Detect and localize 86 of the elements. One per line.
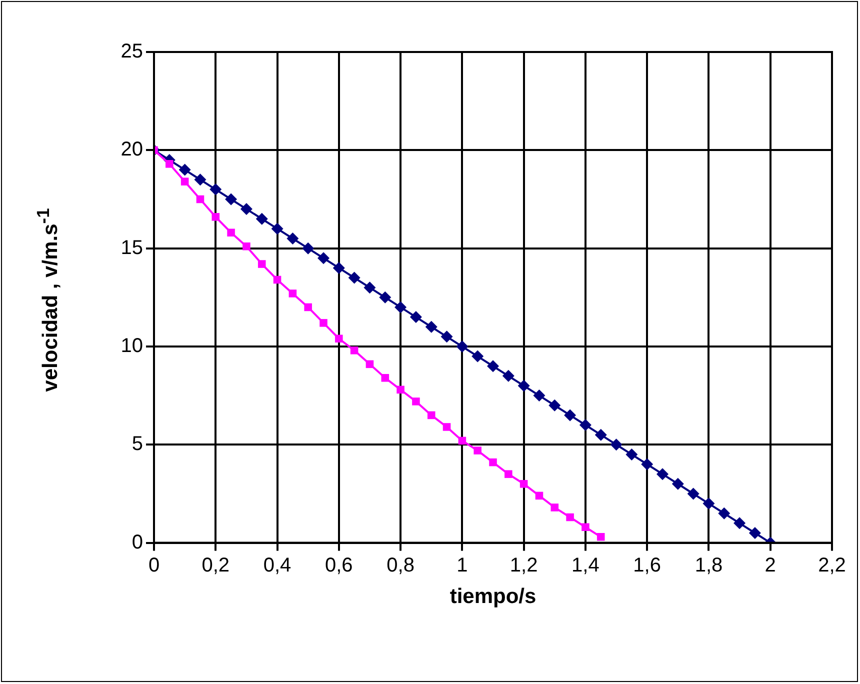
x-tick-label: 1,2 <box>510 554 538 576</box>
y-tick-label: 20 <box>120 138 143 161</box>
point <box>394 301 407 314</box>
x-tick-label: 1,4 <box>572 554 600 576</box>
x-tick-label: 0 <box>148 554 160 576</box>
point <box>489 458 497 466</box>
point <box>180 178 189 186</box>
point <box>582 523 590 531</box>
point <box>610 438 622 451</box>
point <box>672 478 684 490</box>
x-tick-label: 2 <box>764 554 776 576</box>
point <box>271 222 284 235</box>
point <box>366 360 374 368</box>
point <box>564 409 576 422</box>
point <box>550 504 559 512</box>
point <box>626 448 638 460</box>
point <box>474 446 482 454</box>
point <box>548 399 561 412</box>
point <box>458 436 466 445</box>
x-tick-label: 1,8 <box>694 554 723 576</box>
point <box>687 488 700 500</box>
point <box>196 195 204 204</box>
point <box>258 260 266 268</box>
point <box>442 423 451 431</box>
point <box>288 290 297 298</box>
x-tick-label: 0,8 <box>386 554 414 576</box>
point <box>594 428 607 441</box>
point <box>520 480 528 488</box>
point <box>350 346 358 354</box>
point <box>348 272 360 284</box>
point <box>702 498 715 510</box>
point <box>502 370 514 382</box>
point <box>718 507 730 520</box>
point <box>302 242 314 254</box>
point <box>427 411 436 420</box>
y-tick-label: 0 <box>132 531 143 554</box>
point <box>456 340 468 352</box>
point <box>379 291 392 304</box>
point <box>410 311 422 324</box>
point <box>596 533 605 541</box>
point <box>734 517 746 530</box>
point <box>641 458 654 470</box>
point <box>304 303 312 312</box>
x-tick-label: 1 <box>456 554 468 576</box>
point <box>210 183 222 196</box>
y-tick-label: 10 <box>120 334 143 357</box>
point <box>748 526 761 539</box>
point <box>242 242 250 250</box>
point <box>425 320 438 333</box>
x-tick-label: 0,6 <box>325 554 353 576</box>
point <box>396 386 404 394</box>
point <box>166 160 174 168</box>
point <box>656 468 668 480</box>
point <box>256 212 268 225</box>
point <box>225 193 238 206</box>
point <box>533 390 546 402</box>
point <box>364 282 376 294</box>
point <box>440 330 453 343</box>
point <box>318 252 330 264</box>
point <box>487 360 499 372</box>
point <box>212 213 220 221</box>
y-tick-label: 25 <box>120 40 143 63</box>
y-tick-label: 5 <box>132 433 143 456</box>
x-tick-label: 2,2 <box>818 554 846 576</box>
x-tick-label: 0,2 <box>202 554 230 576</box>
point <box>579 419 592 432</box>
point <box>518 380 530 392</box>
point <box>286 232 299 245</box>
point <box>412 398 420 406</box>
point <box>335 334 343 343</box>
point <box>535 492 544 500</box>
point <box>178 164 191 176</box>
y-tick-label: 15 <box>120 236 143 259</box>
point <box>273 276 282 284</box>
x-tick-label: 0,4 <box>263 554 292 576</box>
x-tick-label: 1,6 <box>633 554 661 576</box>
point <box>566 513 574 522</box>
point <box>194 174 206 186</box>
point <box>504 470 512 478</box>
point <box>320 319 328 327</box>
x-axis-title: tiempo/s <box>450 585 536 608</box>
point <box>227 228 235 237</box>
point <box>472 350 484 362</box>
point <box>381 374 390 382</box>
point <box>240 203 252 216</box>
point <box>332 262 345 274</box>
